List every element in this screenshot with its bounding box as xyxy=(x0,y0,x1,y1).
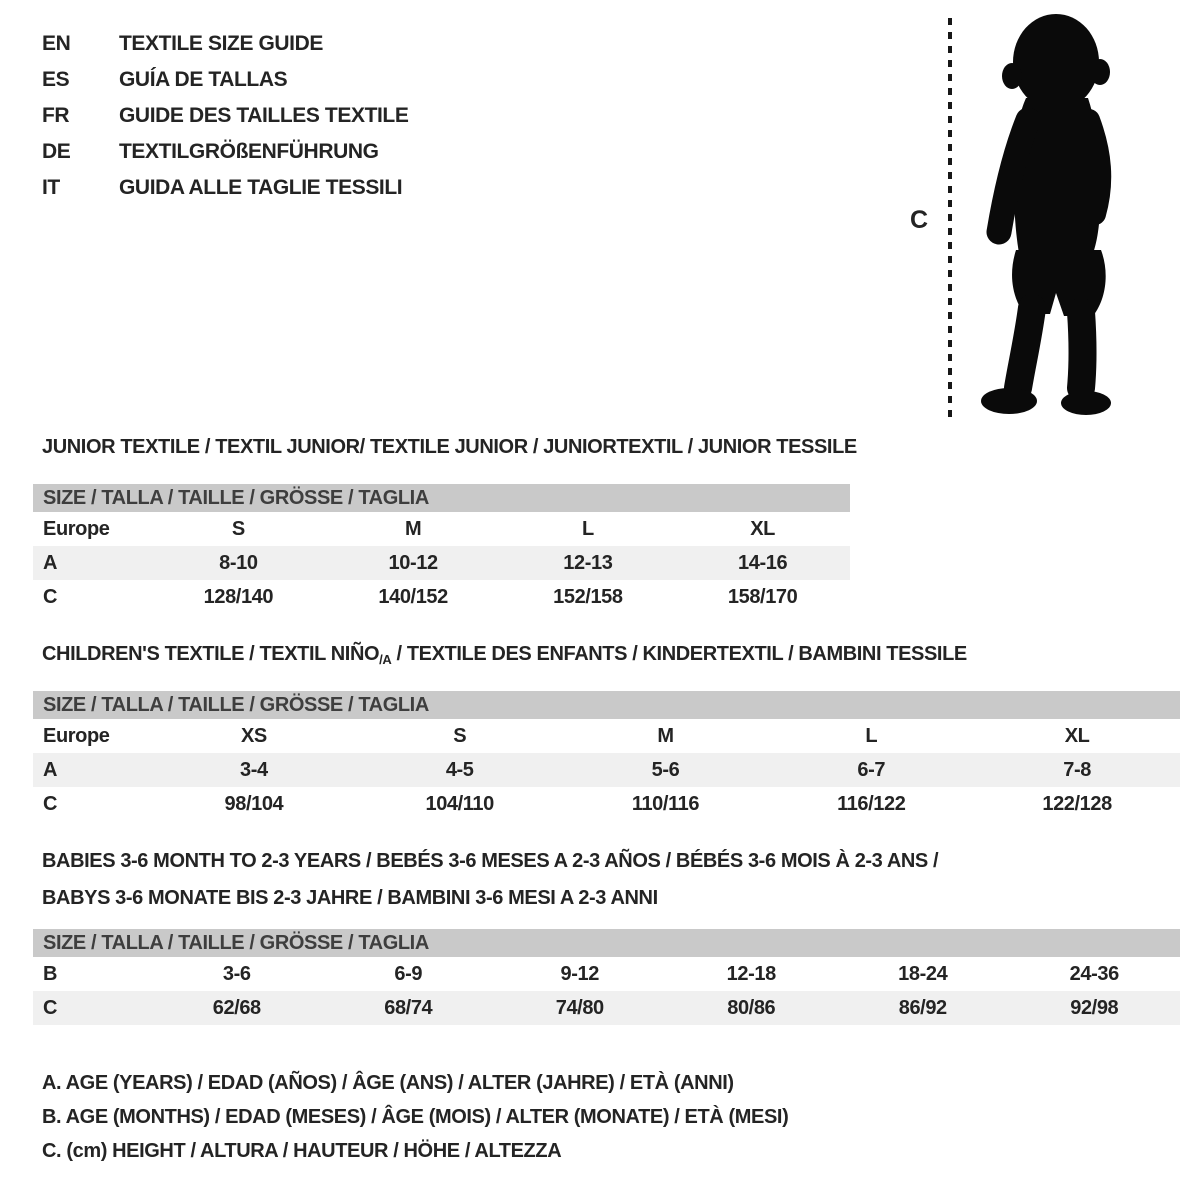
table-cell: 3-4 xyxy=(240,758,268,781)
table-cell: S xyxy=(231,517,245,540)
lang-title: GUIDA ALLE TAGLIE TESSILI xyxy=(119,176,403,199)
lang-code: FR xyxy=(42,104,70,127)
table-cell: 24-36 xyxy=(1069,962,1120,985)
table-cell: 116/122 xyxy=(837,792,906,815)
table-cell: XL xyxy=(1064,724,1090,747)
lang-title: GUÍA DE TALLAS xyxy=(119,68,288,91)
table-row: Europe XS S M L XL xyxy=(33,719,1180,753)
table-cell: 12-18 xyxy=(726,962,777,985)
toddler-silhouette xyxy=(981,14,1112,415)
size-table-header: SIZE / TALLA / TAILLE / GRÖSSE / TAGLIA xyxy=(33,484,850,512)
table-row: A 8-10 10-12 12-13 14-16 xyxy=(33,546,850,580)
lang-title: GUIDE DES TAILLES TEXTILE xyxy=(119,104,409,127)
table-cell: 140/152 xyxy=(378,585,448,608)
row-label: C xyxy=(43,585,58,608)
table-cell: 6-7 xyxy=(857,758,886,781)
table-cell: 122/128 xyxy=(1042,792,1112,815)
children-section-title: CHILDREN'S TEXTILE / TEXTIL NIÑO/A / TEX… xyxy=(42,643,967,667)
table-cell: 9-12 xyxy=(560,962,600,985)
table-cell: 128/140 xyxy=(203,585,274,608)
table-cell: 10-12 xyxy=(388,551,439,574)
junior-table-rows: Europe S M L XL A 8-10 10-12 12-13 14-16 C 128/140 1… xyxy=(33,512,850,614)
table-cell: 12-13 xyxy=(563,551,613,574)
babies-title-text: BABIES 3-6 MONTH TO 2-3 YEARS / BEBÉS 3-… xyxy=(42,850,939,872)
table-cell: 158/170 xyxy=(727,585,798,608)
table-cell: XL xyxy=(750,517,775,540)
lang-code: DE xyxy=(42,140,71,163)
table-cell: XS xyxy=(240,724,267,747)
table-row: A 3-4 4-5 5-6 6-7 7-8 xyxy=(33,753,1180,787)
lang-title: TEXTILE SIZE GUIDE xyxy=(119,32,323,55)
table-cell: 86/92 xyxy=(898,996,947,1019)
children-title-text: / TEXTILE DES ENFANTS / KINDERTEXTIL / B… xyxy=(391,643,968,665)
lang-row-en: EN TEXTILE SIZE GUIDE xyxy=(42,26,408,62)
table-cell: 8-10 xyxy=(219,551,258,574)
row-label: A xyxy=(43,758,58,781)
junior-section-title: JUNIOR TEXTILE / TEXTIL JUNIOR/ TEXTILE … xyxy=(42,436,857,459)
height-measure-dashed-line xyxy=(948,18,952,418)
table-row: Europe S M L XL xyxy=(33,512,850,546)
legend-line-c: C. (cm) HEIGHT / ALTURA / HAUTEUR / HÖHE… xyxy=(42,1139,562,1162)
table-cell: 80/86 xyxy=(727,996,776,1019)
table-cell: 3-6 xyxy=(222,962,251,985)
babies-title-text: BABYS 3-6 MONATE BIS 2-3 JAHRE / BAMBINI… xyxy=(42,887,658,909)
table-cell: 98/104 xyxy=(224,792,284,815)
table-cell: 6-9 xyxy=(394,962,423,985)
table-cell: S xyxy=(453,724,467,747)
measurement-legend: A. AGE (YEARS) / EDAD (AÑOS) / ÂGE (ANS)… xyxy=(42,1066,789,1168)
babies-table-rows: B 3-6 6-9 9-12 12-18 18-24 24-36 C 62/68 68/74 74/… xyxy=(33,957,1180,1025)
table-cell: 7-8 xyxy=(1063,758,1091,781)
table-row: C 98/104 104/110 110/116 116/122 122/128 xyxy=(33,787,1180,821)
row-label: Europe xyxy=(43,724,110,747)
lang-row-it: IT GUIDA ALLE TAGLIE TESSILI xyxy=(42,170,408,206)
lang-row-fr: FR GUIDE DES TAILLES TEXTILE xyxy=(42,98,409,134)
table-cell: 4-5 xyxy=(445,758,474,781)
lang-code: EN xyxy=(42,32,71,55)
size-table-header: SIZE / TALLA / TAILLE / GRÖSSE / TAGLIA xyxy=(33,929,1180,957)
row-label: B xyxy=(43,962,58,985)
row-label: C xyxy=(43,996,58,1019)
table-cell: 5-6 xyxy=(651,758,680,781)
lang-title: TEXTILGRÖßENFÜHRUNG xyxy=(119,140,379,163)
legend-line-a: A. AGE (YEARS) / EDAD (AÑOS) / ÂGE (ANS)… xyxy=(42,1071,734,1094)
lang-row-es: ES GUÍA DE TALLAS xyxy=(42,62,408,98)
table-cell: 18-24 xyxy=(898,962,948,985)
row-label: C xyxy=(43,792,58,815)
table-row: C 128/140 140/152 152/158 158/170 xyxy=(33,580,850,614)
junior-title-text: JUNIOR TEXTILE / TEXTIL JUNIOR/ TEXTILE … xyxy=(42,436,857,458)
lang-code: ES xyxy=(42,68,70,91)
children-title-sub: /A xyxy=(379,652,392,667)
table-cell: L xyxy=(865,724,878,747)
table-row: B 3-6 6-9 9-12 12-18 18-24 24-36 xyxy=(33,957,1180,991)
row-label: A xyxy=(43,551,58,574)
size-table-header: SIZE / TALLA / TAILLE / GRÖSSE / TAGLIA xyxy=(33,691,1180,719)
row-label: Europe xyxy=(43,517,110,540)
babies-section-title-line1: BABIES 3-6 MONTH TO 2-3 YEARS / BEBÉS 3-… xyxy=(42,850,939,873)
language-list: EN TEXTILE SIZE GUIDE ES GUÍA DE TALLAS … xyxy=(42,26,409,206)
junior-size-table: SIZE / TALLA / TAILLE / GRÖSSE / TAGLIA … xyxy=(33,484,850,614)
table-cell: 92/98 xyxy=(1070,996,1119,1019)
table-cell: 14-16 xyxy=(738,551,788,574)
children-size-table: SIZE / TALLA / TAILLE / GRÖSSE / TAGLIA … xyxy=(33,691,1180,821)
height-measure-label: C xyxy=(910,206,928,234)
children-table-rows: Europe XS S M L XL A 3-4 4-5 5-6 6-7 7-8 C 98/104 104/… xyxy=(33,719,1180,821)
legend-line-b: B. AGE (MONTHS) / EDAD (MESES) / ÂGE (MO… xyxy=(42,1105,789,1128)
lang-code: IT xyxy=(42,176,60,199)
lang-row-de: DE TEXTILGRÖßENFÜHRUNG xyxy=(42,134,408,170)
table-cell: M xyxy=(404,517,422,540)
table-cell: 110/116 xyxy=(631,792,700,815)
table-cell: 104/110 xyxy=(425,792,494,815)
children-title-text: CHILDREN'S TEXTILE / TEXTIL NIÑO xyxy=(42,643,380,665)
table-cell: 74/80 xyxy=(555,996,604,1019)
table-cell: 152/158 xyxy=(553,585,623,608)
table-cell: M xyxy=(657,724,674,747)
table-cell: 62/68 xyxy=(212,996,261,1019)
table-cell: L xyxy=(581,517,594,540)
babies-size-table: SIZE / TALLA / TAILLE / GRÖSSE / TAGLIA … xyxy=(33,929,1180,1025)
table-row: C 62/68 68/74 74/80 80/86 86/92 92/98 xyxy=(33,991,1180,1025)
table-cell: 68/74 xyxy=(384,996,433,1019)
babies-section-title-line2: BABYS 3-6 MONATE BIS 2-3 JAHRE / BAMBINI… xyxy=(42,887,658,910)
